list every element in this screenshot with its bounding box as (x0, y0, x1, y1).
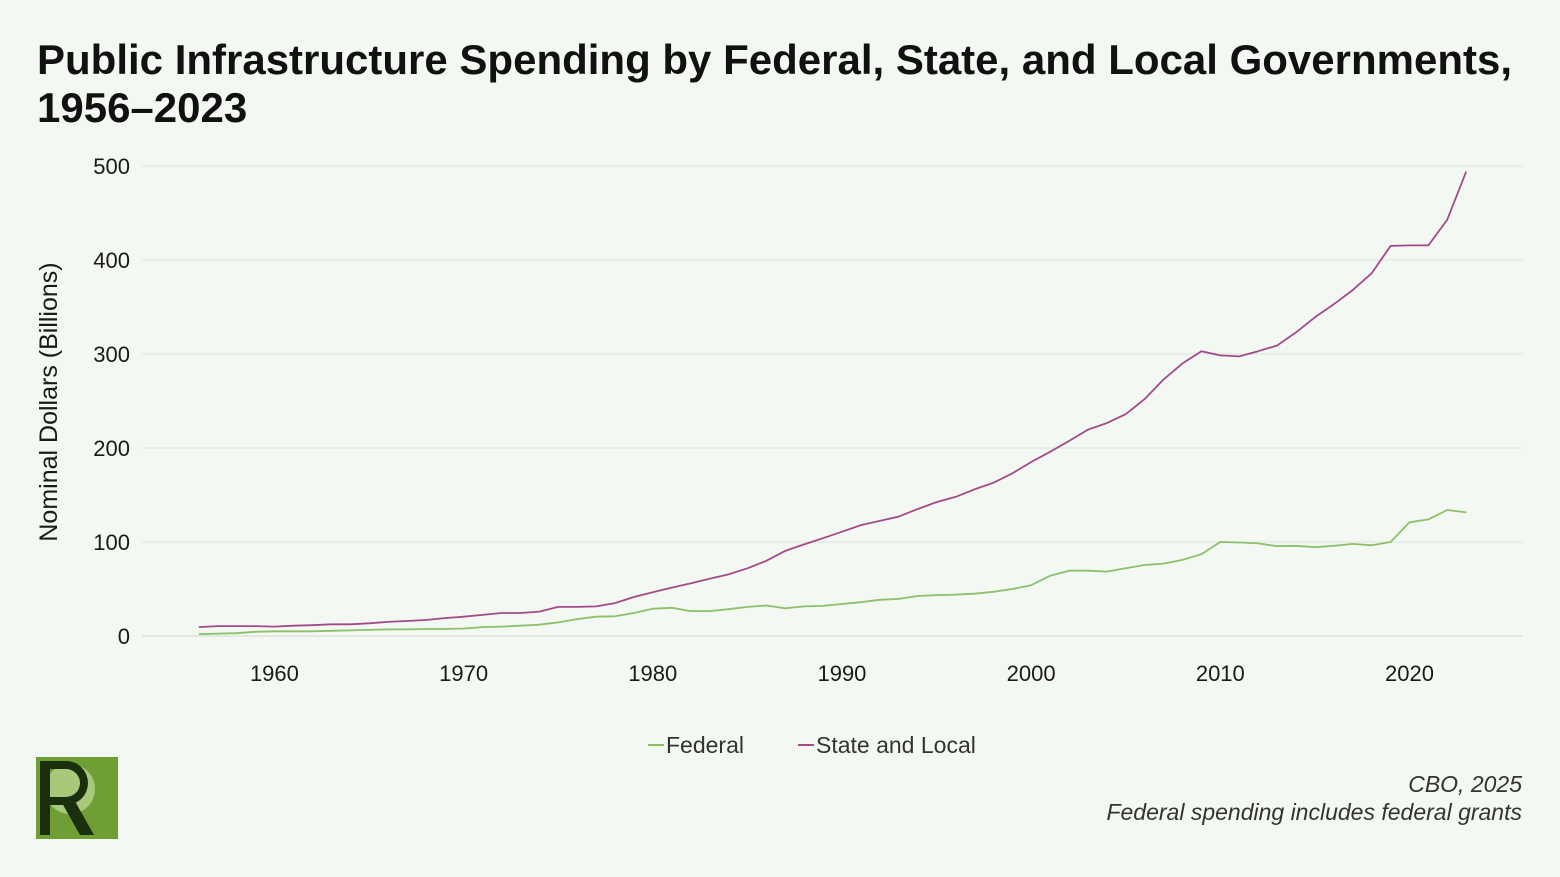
x-tick-label: 1990 (817, 661, 866, 686)
x-axis-ticks: 1960 1970 1980 1990 2000 2010 2020 (250, 661, 1434, 686)
gridlines (142, 165, 1523, 637)
series-line-federal (198, 509, 1467, 635)
x-tick-label: 2020 (1385, 661, 1434, 686)
y-tick-label: 500 (93, 154, 130, 179)
y-tick-label: 100 (93, 530, 130, 555)
chart-title: Public Infrastructure Spending by Federa… (37, 36, 1512, 131)
r-logo-icon (36, 757, 118, 839)
legend-label: Federal (666, 732, 744, 758)
y-tick-label: 400 (93, 248, 130, 273)
logo (36, 757, 118, 839)
y-axis-ticks: 0 100 200 300 400 500 (93, 154, 130, 649)
x-tick-label: 1980 (628, 661, 677, 686)
y-axis-label: Nominal Dollars (Billions) (35, 262, 63, 541)
legend: Federal State and Local (648, 732, 976, 758)
series-line-state-and-local (198, 171, 1468, 628)
x-tick-label: 1970 (439, 661, 488, 686)
x-tick-label: 2010 (1196, 661, 1245, 686)
y-tick-label: 300 (93, 342, 130, 367)
y-tick-label: 200 (93, 436, 130, 461)
x-tick-label: 1960 (250, 661, 299, 686)
legend-label: State and Local (816, 732, 976, 758)
source-note: CBO, 2025 Federal spending includes fede… (1106, 770, 1522, 826)
source-line: Federal spending includes federal grants (1106, 799, 1522, 825)
source-line: CBO, 2025 (1408, 771, 1522, 797)
y-tick-label: 0 (118, 624, 130, 649)
series-lines (198, 171, 1468, 635)
x-tick-label: 2000 (1007, 661, 1056, 686)
